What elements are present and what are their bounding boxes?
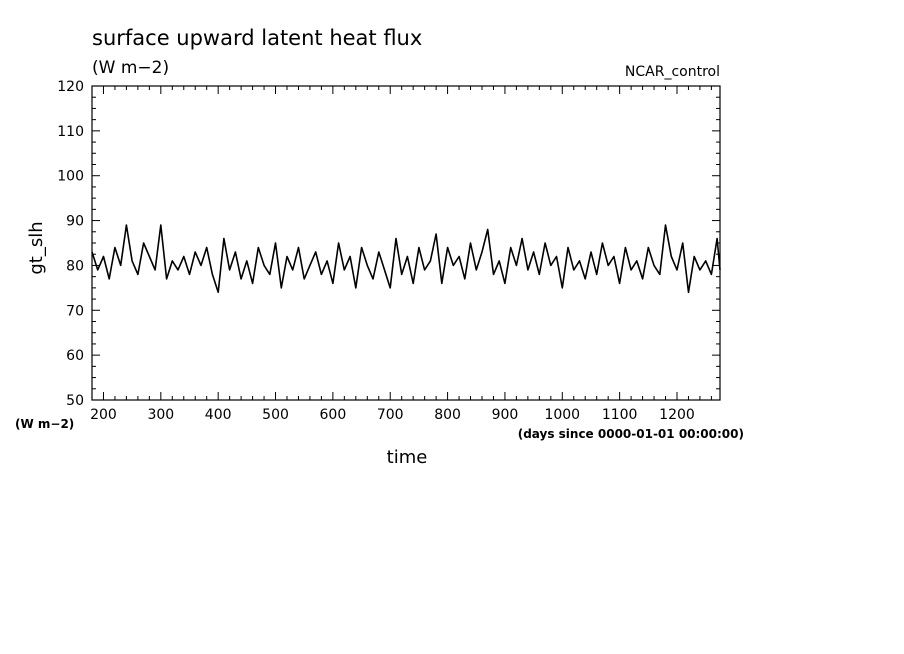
- y-tick-label: 100: [57, 169, 84, 185]
- y-axis-label: gt_slh: [26, 221, 47, 274]
- x-tick-label: 300: [147, 407, 174, 423]
- series-line: [91, 224, 721, 294]
- y-tick-label: 70: [66, 303, 84, 319]
- y-units-label: (W m−2): [15, 417, 74, 431]
- y-tick-label: 90: [66, 214, 84, 230]
- x-tick-label: 800: [434, 407, 461, 423]
- x-tick-label: 1000: [544, 407, 580, 423]
- y-tick-label: 60: [66, 348, 84, 364]
- x-axis-label: time: [387, 447, 428, 468]
- x-tick-label: 400: [205, 407, 232, 423]
- x-units-label: (days since 0000-01-01 00:00:00): [518, 427, 744, 441]
- run-label: NCAR_control: [625, 64, 720, 80]
- chart-title: surface upward latent heat flux: [92, 26, 422, 50]
- x-tick-label: 1100: [602, 407, 638, 423]
- units-subtitle: (W m−2): [92, 58, 169, 78]
- y-axis-ticks: 50 60 70 80 90 100 110 120: [57, 79, 720, 409]
- x-axis-ticks: 200 300 400 500 600 700 800 900 1000 1100 1200: [90, 86, 712, 423]
- x-tick-label: 600: [320, 407, 347, 423]
- y-tick-label: 80: [66, 258, 84, 274]
- series-group: [91, 224, 721, 294]
- plot-frame: [91, 85, 721, 401]
- x-tick-label: 500: [262, 407, 289, 423]
- y-tick-label: 110: [57, 124, 84, 140]
- x-tick-label: 900: [492, 407, 519, 423]
- x-tick-label: 700: [377, 407, 404, 423]
- x-tick-label: 200: [90, 407, 117, 423]
- y-tick-label: 120: [57, 79, 84, 95]
- x-tick-label: 1200: [659, 407, 695, 423]
- y-tick-label: 50: [66, 393, 84, 409]
